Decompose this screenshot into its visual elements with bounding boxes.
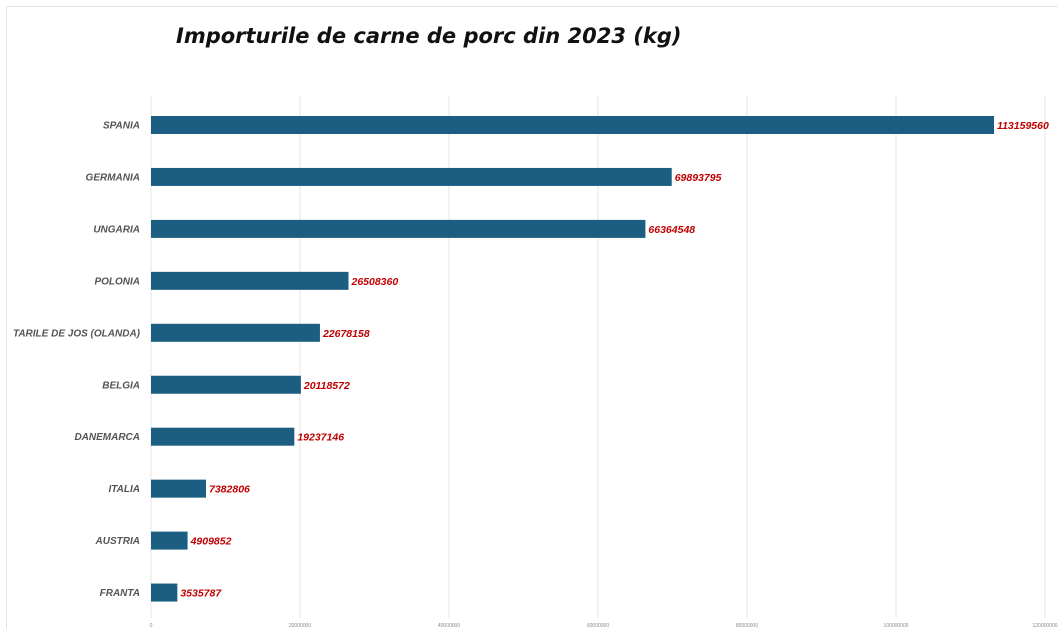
data-label-0: 113159560 xyxy=(997,120,1049,132)
bar-7 xyxy=(151,479,207,498)
bar-8 xyxy=(151,531,188,550)
bar-9 xyxy=(151,583,178,602)
x-tick-label-3: 60000000 xyxy=(587,623,609,629)
category-label-5: BELGIA xyxy=(102,380,140,391)
data-label-6: 19237146 xyxy=(297,432,344,444)
bar-6 xyxy=(151,427,295,446)
category-label-7: ITALIA xyxy=(109,484,140,495)
bar-3 xyxy=(151,271,349,290)
x-tick-label-5: 100000000 xyxy=(883,623,908,629)
chart-title: Importurile de carne de porc din 2023 (k… xyxy=(176,24,682,48)
x-tick-label-4: 80000000 xyxy=(736,623,758,629)
category-label-1: GERMANIA xyxy=(86,172,140,183)
data-label-7: 7382806 xyxy=(209,484,250,496)
bar-0 xyxy=(151,116,995,134)
bar-4 xyxy=(151,323,320,342)
data-label-8: 4909852 xyxy=(190,536,232,548)
chart-frame xyxy=(6,6,1058,629)
data-label-4: 22678158 xyxy=(322,328,370,340)
category-label-3: POLONIA xyxy=(94,276,140,287)
x-tick-label-0: 0 xyxy=(150,623,153,629)
category-label-6: DANEMARCA xyxy=(74,432,140,443)
bar-5 xyxy=(151,375,301,394)
x-tick-label-6: 120000000 xyxy=(1032,623,1057,629)
data-label-9: 3535787 xyxy=(180,588,222,600)
category-label-0: SPANIA xyxy=(103,121,140,132)
category-label-4: TARILE DE JOS (OLANDA) xyxy=(13,328,141,339)
data-label-3: 26508360 xyxy=(350,276,398,288)
data-label-5: 20118572 xyxy=(303,380,350,392)
data-label-2: 66364548 xyxy=(648,224,695,236)
x-tick-label-1: 20000000 xyxy=(289,623,311,629)
data-label-1: 69893795 xyxy=(675,172,722,184)
category-label-9: FRANTA xyxy=(100,588,140,599)
bar-1 xyxy=(151,167,672,186)
category-label-2: UNGARIA xyxy=(93,224,140,235)
x-tick-label-2: 40000000 xyxy=(438,623,460,629)
category-label-8: AUSTRIA xyxy=(95,536,140,547)
bar-2 xyxy=(151,219,646,238)
